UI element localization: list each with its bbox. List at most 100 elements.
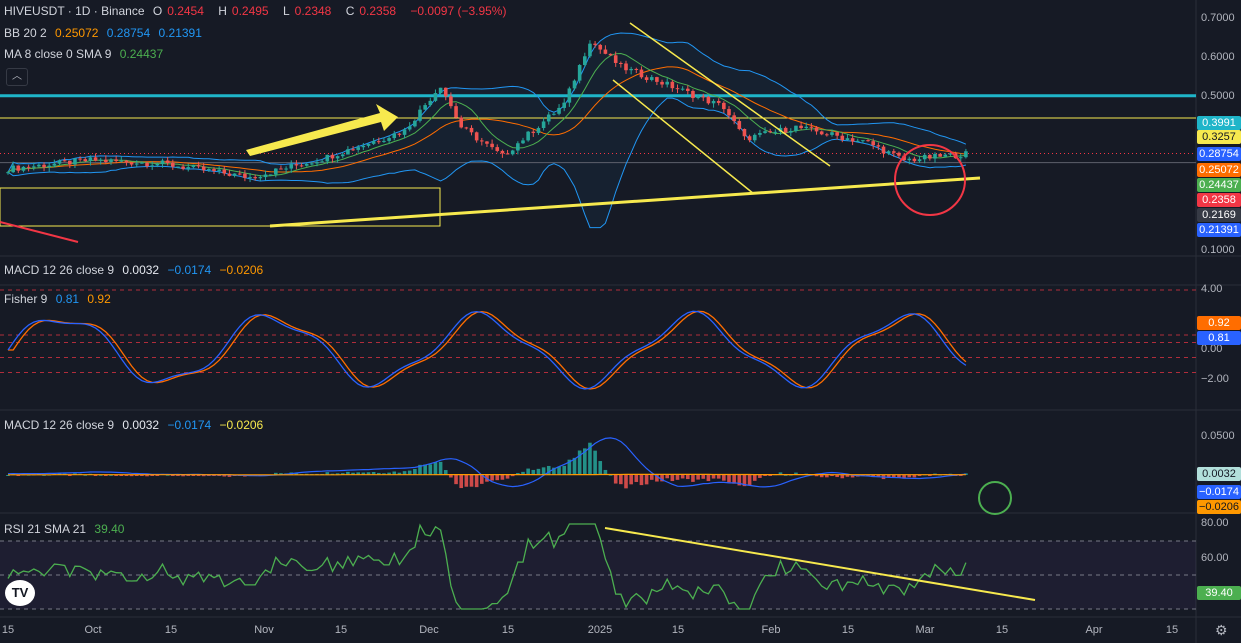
rsi-trendline bbox=[604, 527, 1036, 601]
candle-body bbox=[768, 131, 772, 133]
macd-histogram-bar bbox=[377, 472, 381, 475]
macd-histogram-bar bbox=[526, 468, 530, 475]
macd-top-legend[interactable]: MACD 12 26 close 9 0.0032 −0.0174 −0.020… bbox=[4, 263, 264, 277]
candle-body bbox=[943, 154, 948, 157]
macd-histogram-bar bbox=[722, 475, 726, 481]
macd-histogram-bar bbox=[346, 471, 350, 475]
ma-legend[interactable]: MA 8 close 0 SMA 9 0.24437 bbox=[4, 47, 164, 61]
macd-histogram-bar bbox=[140, 475, 144, 476]
time-tick: Mar bbox=[915, 624, 935, 636]
time-tick: 15 bbox=[334, 624, 348, 636]
candle-body bbox=[711, 100, 716, 104]
candle-body bbox=[572, 80, 577, 89]
candle-body bbox=[454, 106, 458, 118]
fisher-tick: 4.00 bbox=[1201, 283, 1223, 295]
macd-histogram-bar bbox=[480, 475, 484, 484]
time-tick: 15 bbox=[671, 624, 685, 636]
candle-body bbox=[98, 159, 103, 161]
candle-body bbox=[21, 166, 26, 171]
macd-legend[interactable]: MACD 12 26 close 9 0.0032 −0.0174 −0.020… bbox=[4, 418, 264, 432]
rsi-tick: 80.00 bbox=[1201, 517, 1229, 529]
macd-histogram-bar bbox=[783, 474, 788, 476]
candle-body bbox=[804, 126, 809, 129]
tradingview-logo[interactable]: TV bbox=[5, 580, 35, 606]
price-tick: 0.1000 bbox=[1201, 244, 1235, 256]
chevron-up-icon[interactable]: ︿ bbox=[6, 68, 28, 86]
macd-histogram-bar bbox=[732, 475, 736, 484]
macd-histogram-bar bbox=[124, 475, 129, 476]
macd-histogram-bar bbox=[706, 475, 711, 482]
candle-body bbox=[294, 164, 299, 166]
candle-body bbox=[428, 100, 433, 106]
macd-histogram-bar bbox=[191, 475, 196, 476]
candle-body bbox=[418, 109, 422, 121]
macd-histogram-bar bbox=[474, 475, 479, 488]
candle-body bbox=[6, 172, 10, 174]
candle-body bbox=[933, 153, 937, 159]
macd-histogram-bar bbox=[701, 475, 706, 479]
candle-body bbox=[119, 160, 124, 162]
candle-body bbox=[83, 159, 88, 162]
macd-histogram-bar bbox=[366, 472, 371, 475]
candle-body bbox=[68, 160, 72, 165]
macd-histogram-bar bbox=[227, 475, 232, 477]
rsi-tick: 60.00 bbox=[1201, 552, 1229, 564]
rsi-legend[interactable]: RSI 21 SMA 21 39.40 bbox=[4, 522, 125, 536]
macd-histogram-bar bbox=[407, 470, 412, 475]
ma-tag: 0.24437 bbox=[1197, 178, 1241, 192]
macd-histogram-bar bbox=[917, 475, 922, 477]
candle-body bbox=[490, 143, 494, 148]
macd-histogram-bar bbox=[217, 475, 221, 476]
range-box bbox=[0, 187, 441, 227]
candle-body bbox=[928, 154, 932, 159]
macd-histogram-bar bbox=[778, 472, 783, 475]
macd-histogram-bar bbox=[902, 475, 906, 479]
candle-body bbox=[449, 96, 453, 107]
macd-histogram-bar bbox=[670, 475, 675, 482]
macd-histogram-bar bbox=[567, 459, 572, 475]
candle-body bbox=[763, 131, 767, 133]
fisher-tick: −2.00 bbox=[1201, 373, 1229, 385]
macd-histogram-bar bbox=[577, 450, 582, 475]
macd-histogram-bar bbox=[510, 475, 515, 477]
candle-body bbox=[706, 96, 711, 104]
candle-body bbox=[742, 128, 747, 137]
candle-body bbox=[789, 131, 793, 133]
gear-icon[interactable]: ⚙ bbox=[1215, 622, 1228, 638]
macd-histogram-bar bbox=[449, 475, 453, 478]
candle-body bbox=[670, 81, 675, 89]
candle-body bbox=[608, 53, 613, 56]
candle-body bbox=[577, 65, 582, 81]
macd-histogram-bar bbox=[536, 468, 541, 475]
macd-histogram-bar bbox=[835, 475, 839, 478]
candle-body bbox=[552, 113, 556, 115]
candle-body bbox=[830, 132, 834, 135]
candle-body bbox=[289, 164, 294, 169]
candle-body bbox=[201, 166, 206, 171]
macd-histogram-bar bbox=[752, 475, 757, 481]
candle-body bbox=[495, 147, 500, 151]
up-arrow bbox=[246, 104, 398, 156]
bb-legend[interactable]: BB 20 2 0.25072 0.28754 0.21391 bbox=[4, 26, 202, 40]
close-value: 0.2358 bbox=[359, 4, 397, 18]
macd-histogram-bar bbox=[825, 475, 829, 478]
macd-histogram-bar bbox=[613, 475, 618, 484]
macd-histogram-bar bbox=[438, 461, 443, 475]
macd-histogram-bar bbox=[423, 464, 427, 475]
candle-body bbox=[366, 143, 371, 146]
candle-body bbox=[613, 55, 618, 63]
candle-body bbox=[686, 88, 690, 91]
red-trendline bbox=[0, 221, 79, 243]
macd-histogram-bar bbox=[814, 475, 819, 477]
candle-body bbox=[217, 169, 221, 171]
bb-lower bbox=[7, 97, 967, 229]
fisher-legend[interactable]: Fisher 9 0.81 0.92 bbox=[4, 292, 111, 306]
level-tag: 0.3991 bbox=[1197, 116, 1241, 130]
macd-histogram-bar bbox=[562, 465, 566, 475]
macd-histogram-bar bbox=[150, 475, 154, 476]
candle-body bbox=[459, 117, 463, 128]
candle-body bbox=[325, 154, 330, 162]
candle-body bbox=[423, 105, 427, 110]
candle-body bbox=[382, 140, 386, 142]
